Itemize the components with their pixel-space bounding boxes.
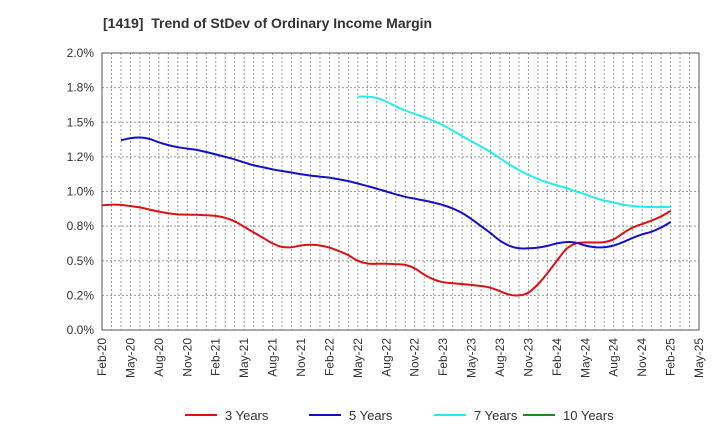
x-tick-label: May-24: [578, 338, 592, 378]
legend-label: 3 Years: [225, 408, 269, 423]
series-line-7-years: [357, 95, 671, 209]
x-tick-label: May-25: [692, 338, 706, 378]
legend-label: 10 Years: [563, 408, 614, 423]
chart-title: [1419] Trend of StDev of Ordinary Income…: [103, 15, 433, 31]
y-tick-label: 1.2%: [67, 150, 95, 164]
y-tick-label: 2.0%: [67, 46, 95, 60]
x-tick-label: Feb-21: [209, 338, 223, 376]
x-tick-label: Aug-24: [607, 338, 621, 377]
x-tick-label: Nov-23: [521, 338, 535, 377]
plot-frame: [101, 52, 700, 331]
y-tick-label: 1.8%: [67, 81, 95, 95]
y-tick-label: 1.0%: [67, 185, 95, 199]
x-tick-label: May-21: [237, 338, 251, 378]
y-axis-tick-labels: 0.0% 0.2% 0.5% 0.8% 1.0% 1.2% 1.5% 1.8% 2.0%: [67, 46, 95, 337]
x-tick-label: Feb-24: [550, 338, 564, 376]
x-tick-label: Nov-24: [635, 338, 649, 377]
axes: [101, 52, 700, 331]
x-tick-label: May-22: [351, 338, 365, 378]
x-tick-label: May-20: [123, 338, 137, 378]
x-tick-label: Aug-21: [266, 338, 280, 377]
x-tick-label: Feb-25: [664, 338, 678, 376]
series-lines: [101, 95, 672, 297]
y-tick-label: 0.5%: [67, 254, 95, 268]
x-tick-label: May-23: [465, 338, 479, 378]
grid-lines: [102, 53, 699, 330]
series-line-5-years: [120, 136, 672, 250]
x-tick-label: Nov-22: [408, 338, 422, 377]
y-tick-label: 1.5%: [67, 115, 95, 129]
x-tick-label: Feb-22: [322, 338, 336, 376]
x-tick-label: Nov-20: [180, 338, 194, 377]
legend-label: 7 Years: [474, 408, 518, 423]
x-tick-label: Feb-20: [95, 338, 109, 376]
x-tick-label: Aug-23: [493, 338, 507, 377]
x-axis-tick-labels: Feb-20 May-20 Aug-20 Nov-20 Feb-21 May-21 Aug-…: [95, 338, 706, 378]
x-tick-label: Aug-20: [152, 338, 166, 377]
x-tick-label: Feb-23: [436, 338, 450, 376]
legend: 3 Years 5 Years 7 Years 10 Years: [185, 408, 614, 423]
y-tick-label: 0.0%: [67, 323, 95, 337]
legend-label: 5 Years: [349, 408, 393, 423]
y-tick-label: 0.8%: [67, 219, 95, 233]
y-tick-label: 0.2%: [67, 288, 95, 302]
x-tick-label: Nov-21: [294, 338, 308, 377]
x-tick-label: Aug-22: [379, 338, 393, 377]
